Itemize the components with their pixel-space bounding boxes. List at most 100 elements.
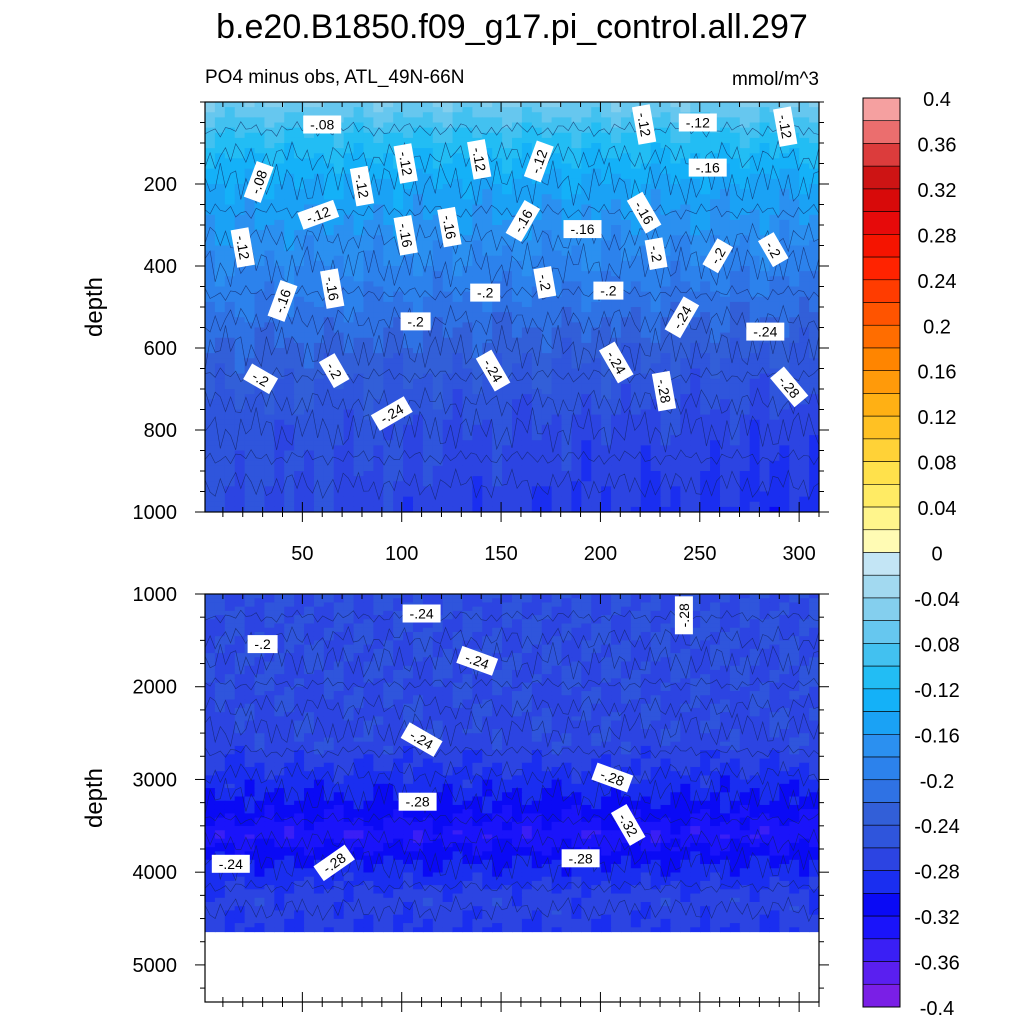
field-cell (640, 153, 652, 159)
field-cell (749, 178, 761, 185)
field-cell (452, 286, 464, 293)
field-cell (719, 204, 731, 211)
field-cell (591, 322, 602, 329)
field-cell (313, 337, 325, 344)
field-cell (214, 245, 226, 252)
field-cell (531, 348, 543, 354)
field-cell (224, 378, 236, 385)
field-cell (264, 117, 275, 124)
field-cell (640, 301, 652, 308)
field-cell (531, 184, 543, 190)
field-cell (304, 471, 315, 477)
field-cell (462, 348, 473, 354)
field-cell (214, 291, 226, 298)
field-cell (769, 184, 780, 190)
field-cell (789, 260, 800, 267)
field-cell (591, 440, 602, 446)
field-cell (353, 506, 365, 512)
field-cell (789, 271, 800, 277)
field-cell (304, 178, 315, 185)
field-cell (630, 476, 642, 482)
field-cell (620, 163, 632, 170)
field-cell (591, 117, 602, 124)
field-cell (729, 440, 741, 446)
field-cell (254, 342, 266, 349)
field-cell (373, 450, 384, 457)
field-cell (591, 337, 602, 344)
field-cell (294, 189, 305, 195)
field-cell (373, 240, 384, 247)
field-cell (799, 266, 810, 272)
field-cell (214, 301, 226, 308)
field-cell (383, 204, 394, 211)
field-cell (799, 506, 810, 512)
field-cell (680, 342, 691, 349)
field-cell (224, 260, 236, 267)
field-cell (254, 486, 266, 493)
field-cell (492, 189, 503, 195)
field-cell (363, 368, 374, 375)
field-cell (690, 296, 701, 303)
field-cell (422, 430, 434, 436)
field-cell (531, 476, 543, 482)
field-cell (729, 235, 741, 241)
field-cell (749, 219, 761, 226)
field-cell (353, 122, 365, 129)
field-cell (492, 471, 503, 477)
field-cell (284, 235, 295, 241)
field-cell (561, 445, 573, 452)
field-cell (591, 486, 602, 493)
field-cell (363, 409, 374, 416)
field-cell (205, 127, 216, 134)
field-cell (541, 322, 553, 329)
field-cell (541, 409, 553, 416)
field-cell (462, 255, 473, 262)
field-cell (363, 153, 374, 159)
field-cell (205, 455, 216, 462)
field-cell (313, 424, 325, 431)
field-cell (333, 471, 345, 477)
field-cell (333, 353, 345, 359)
field-cell (343, 148, 355, 154)
field-cell (412, 127, 424, 134)
field-cell (393, 419, 404, 426)
field-cell (313, 373, 325, 380)
field-cell (640, 276, 652, 282)
field-cell (403, 209, 414, 216)
field-cell (601, 481, 612, 487)
field-cell (502, 255, 513, 262)
field-cell (660, 327, 672, 334)
field-cell (205, 486, 216, 493)
field-cell (412, 137, 424, 144)
field-cell (224, 168, 236, 175)
field-cell (541, 301, 553, 308)
field-cell (492, 501, 503, 508)
field-cell (214, 209, 226, 216)
field-cell (294, 225, 305, 231)
field-cell (502, 317, 513, 323)
field-cell (343, 348, 355, 354)
field-cell (304, 491, 315, 498)
field-cell (333, 209, 345, 216)
field-cell (680, 435, 691, 441)
field-cell (274, 455, 285, 462)
field-cell (492, 337, 503, 344)
field-cell (512, 307, 523, 313)
field-cell (719, 404, 731, 411)
field-cell (412, 404, 424, 411)
field-cell (333, 409, 345, 416)
field-cell (284, 363, 295, 370)
field-cell (789, 445, 800, 452)
field-cell (462, 168, 473, 175)
field-cell (234, 368, 246, 375)
field-cell (531, 117, 543, 124)
field-cell (412, 245, 424, 252)
field-cell (234, 199, 246, 206)
field-cell (274, 424, 285, 431)
field-cell (670, 184, 681, 190)
field-cell (452, 491, 464, 498)
field-cell (601, 240, 612, 247)
field-cell (343, 404, 355, 411)
field-cell (789, 476, 800, 482)
field-cell (294, 312, 305, 318)
